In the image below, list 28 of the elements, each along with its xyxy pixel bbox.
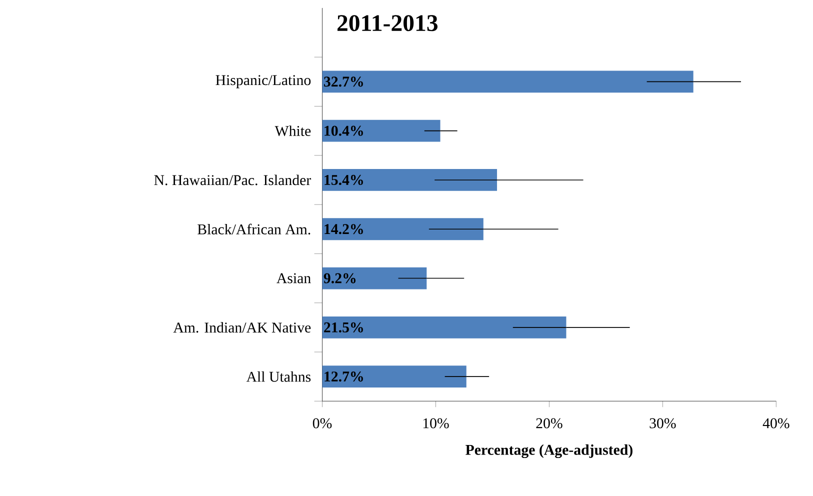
y-tick-label: N. Hawaiian/Pac. Islander	[154, 174, 312, 186]
data-label: 10.4%	[324, 126, 363, 136]
bar	[322, 366, 466, 388]
y-tick-label: All Utahns	[246, 371, 311, 382]
data-label: 14.2%	[324, 224, 363, 234]
bar	[322, 218, 484, 240]
y-tick-label: White	[274, 126, 311, 136]
chart-title: 2011-2013	[337, 15, 438, 32]
data-label: 12.7%	[324, 372, 363, 382]
data-label: 15.4%	[324, 175, 363, 186]
x-tick-label: 20%	[536, 418, 562, 428]
x-tick-label: 10%	[423, 418, 449, 428]
y-tick-label: Hispanic/Latino	[216, 75, 311, 88]
x-axis-title: Percentage (Age-adjusted)	[466, 444, 632, 458]
bar	[322, 267, 427, 290]
y-tick-label: Black/African Am.	[198, 224, 310, 235]
y-tick-label: Am. Indian/AK Native	[173, 322, 311, 333]
data-label: 9.2%	[324, 273, 356, 284]
x-tick-label: 40%	[762, 418, 790, 428]
bar	[322, 70, 694, 93]
y-tick-label: Asian	[276, 273, 311, 284]
data-label: 32.7%	[324, 76, 363, 87]
x-tick-label: 30%	[650, 418, 676, 428]
bar	[322, 169, 498, 192]
bar	[322, 120, 440, 142]
bar	[322, 316, 566, 339]
data-label: 21.5%	[324, 322, 363, 333]
x-tick-label: 0%	[312, 418, 332, 428]
